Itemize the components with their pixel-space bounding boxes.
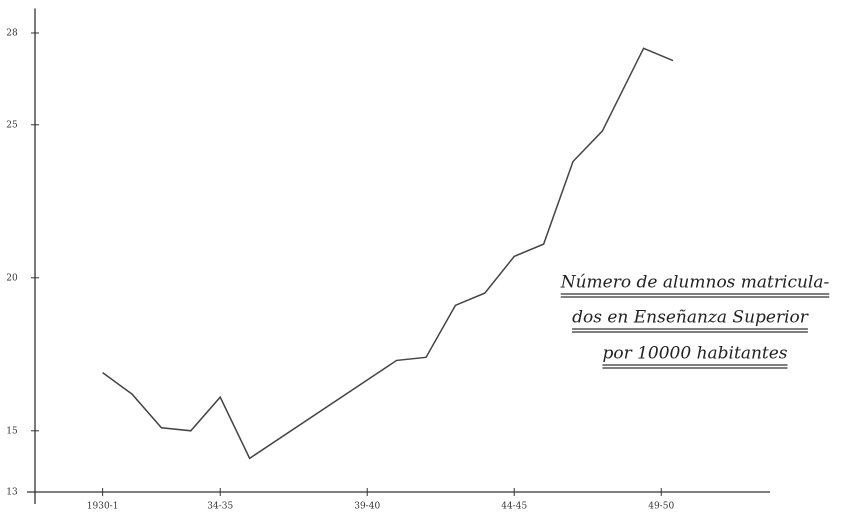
x-tick-label: 1930-1 (87, 502, 119, 512)
annotation: por 10000 habitantes (602, 344, 787, 364)
x-tick-label: 39-40 (354, 502, 380, 512)
x-tick-label: 34-35 (207, 502, 233, 512)
y-tick-label: 20 (6, 273, 18, 283)
x-tick-label: 49-50 (648, 502, 674, 512)
annotation: Número de alumnos matricula- (560, 273, 830, 293)
y-tick-label: 28 (6, 28, 18, 38)
y-tick-label: 25 (6, 120, 18, 130)
x-tick-label: 44-45 (501, 502, 527, 512)
annotation: dos en Enseñanza Superior (572, 308, 809, 328)
y-tick-label: 15 (6, 426, 18, 436)
data-line (102, 47, 674, 460)
y-tick-label: 13 (6, 488, 18, 498)
